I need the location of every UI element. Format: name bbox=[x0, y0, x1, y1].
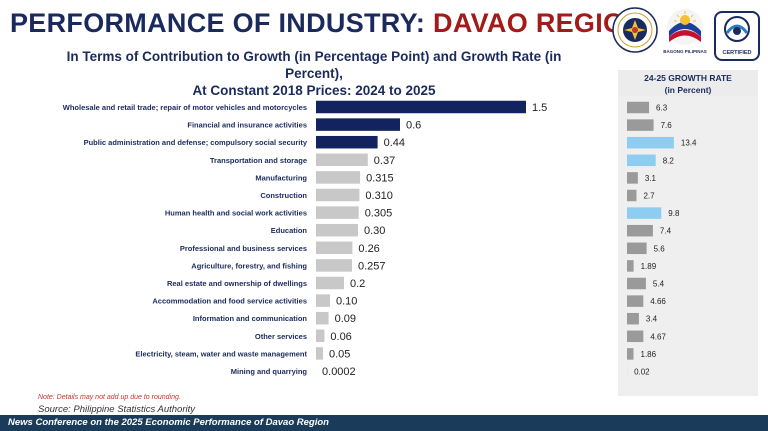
growth-rate-bar bbox=[627, 277, 646, 290]
growth-rate-value-label: 4.66 bbox=[650, 297, 666, 306]
category-label: Information and communication bbox=[193, 314, 308, 323]
contribution-bar bbox=[316, 276, 344, 290]
contribution-value-label: 0.06 bbox=[330, 331, 351, 343]
contribution-value-label: 0.6 bbox=[406, 120, 421, 132]
growth-rate-bar bbox=[627, 260, 634, 272]
contribution-value-label: 0.305 bbox=[365, 208, 393, 220]
contribution-value-label: 0.0002 bbox=[322, 366, 356, 378]
contribution-value-label: 0.05 bbox=[329, 348, 350, 360]
page-title: PERFORMANCE OF INDUSTRY: DAVAO REGION bbox=[10, 8, 644, 39]
growth-rate-value-label: 8.2 bbox=[663, 156, 675, 165]
growth-rate-value-label: 3.1 bbox=[645, 174, 657, 183]
contribution-bar bbox=[316, 241, 353, 255]
category-label: Financial and insurance activities bbox=[187, 121, 307, 130]
contribution-value-label: 0.37 bbox=[374, 155, 395, 167]
psa-logo bbox=[612, 7, 658, 53]
category-label: Wholesale and retail trade; repair of mo… bbox=[63, 103, 307, 112]
growth-rate-bar bbox=[627, 312, 639, 325]
contribution-value-label: 0.10 bbox=[336, 296, 357, 308]
contribution-bar bbox=[316, 135, 378, 149]
bagong-pilipinas-logo: BAGONG PILIPINAS bbox=[663, 7, 707, 61]
growth-rate-value-label: 3.4 bbox=[646, 315, 658, 324]
contribution-bar bbox=[316, 206, 359, 219]
footer-text: News Conference on the 2025 Economic Per… bbox=[8, 417, 329, 428]
contribution-bar bbox=[316, 347, 323, 360]
category-label: Human health and social work activities bbox=[165, 209, 307, 218]
category-label: Public administration and defense; compu… bbox=[84, 138, 308, 147]
contribution-value-label: 0.30 bbox=[364, 225, 385, 237]
source-note: Source: Philippine Statistics Authority bbox=[38, 404, 196, 415]
growth-rate-value-label: 9.8 bbox=[668, 209, 680, 218]
growth-rate-bar bbox=[627, 330, 644, 343]
category-label: Agriculture, forestry, and fishing bbox=[191, 261, 307, 270]
subtitle: In Terms of Contribution to Growth (in P… bbox=[40, 48, 588, 99]
contribution-bar bbox=[316, 118, 400, 131]
contribution-bar bbox=[316, 311, 329, 325]
contribution-value-label: 0.257 bbox=[358, 260, 386, 272]
category-label: Accommodation and food service activitie… bbox=[152, 297, 307, 306]
certified-caption: CERTIFIED bbox=[722, 50, 752, 56]
rounding-note: Note: Details may not add up due to roun… bbox=[38, 394, 181, 401]
growth-rate-bar bbox=[627, 224, 653, 237]
growth-rate-value-label: 7.4 bbox=[660, 227, 672, 236]
growth-rate-value-label: 5.6 bbox=[654, 244, 666, 253]
title-main: PERFORMANCE OF INDUSTRY: bbox=[10, 8, 426, 38]
subtitle-line-1: In Terms of Contribution to Growth (in P… bbox=[66, 49, 562, 81]
subtitle-line-2: At Constant 2018 Prices: 2024 to 2025 bbox=[192, 83, 436, 98]
growth-rate-value-label: 1.86 bbox=[641, 350, 657, 359]
growth-rate-value-label: 7.6 bbox=[661, 121, 673, 130]
contribution-bar bbox=[316, 100, 526, 114]
contribution-value-label: 0.315 bbox=[366, 172, 394, 184]
growth-rate-bar bbox=[627, 136, 674, 149]
growth-rate-value-label: 0.02 bbox=[634, 368, 650, 377]
contribution-value-label: 0.44 bbox=[384, 137, 405, 149]
category-label: Manufacturing bbox=[255, 173, 307, 182]
growth-rate-value-label: 13.4 bbox=[681, 139, 697, 148]
contribution-value-label: 0.26 bbox=[358, 243, 379, 255]
growth-rate-bar bbox=[627, 101, 650, 114]
contribution-bar bbox=[316, 188, 360, 202]
contribution-bar bbox=[316, 223, 358, 237]
title-region: DAVAO REGION bbox=[433, 8, 645, 38]
growth-rate-value-label: 2.7 bbox=[643, 192, 655, 201]
contribution-value-label: 0.310 bbox=[365, 190, 393, 202]
growth-rate-bar bbox=[627, 119, 654, 131]
growth-rate-bar bbox=[627, 172, 638, 184]
category-label: Real estate and ownership of dwellings bbox=[167, 279, 307, 288]
contribution-bar bbox=[316, 153, 368, 167]
contribution-value-label: 0.09 bbox=[335, 313, 356, 325]
bagong-pilipinas-caption: BAGONG PILIPINAS bbox=[663, 49, 707, 54]
growth-rate-bar bbox=[627, 154, 656, 167]
category-label: Electricity, steam, water and waste mana… bbox=[135, 349, 307, 358]
growth-rate-value-label: 1.89 bbox=[641, 262, 657, 271]
category-label: Other services bbox=[255, 332, 307, 341]
contribution-value-label: 0.2 bbox=[350, 278, 365, 290]
growth-rate-value-label: 4.67 bbox=[650, 332, 666, 341]
certified-badge: CERTIFIED bbox=[714, 11, 760, 61]
category-label: Education bbox=[271, 226, 308, 235]
contribution-bar bbox=[316, 329, 325, 343]
category-label: Professional and business services bbox=[180, 244, 307, 253]
growth-rate-bar bbox=[627, 348, 634, 360]
category-label: Construction bbox=[260, 191, 307, 200]
growth-rate-header-line-1: 24-25 GROWTH RATE bbox=[644, 73, 732, 83]
growth-rate-bar bbox=[627, 242, 647, 255]
category-label: Transportation and storage bbox=[210, 156, 307, 165]
growth-rate-bar bbox=[627, 189, 637, 202]
growth-rate-bar bbox=[627, 207, 662, 219]
growth-rate-value-label: 6.3 bbox=[656, 104, 668, 113]
growth-rate-bar bbox=[627, 295, 644, 307]
growth-rate-value-label: 5.4 bbox=[653, 280, 665, 289]
contribution-value-label: 1.5 bbox=[532, 102, 547, 114]
contribution-bar bbox=[316, 171, 361, 184]
contribution-bar bbox=[316, 259, 352, 272]
growth-rate-header-line-2: (in Percent) bbox=[664, 85, 712, 95]
category-label: Mining and quarrying bbox=[231, 367, 308, 376]
contribution-bar bbox=[316, 294, 330, 307]
growth-rate-header: 24-25 GROWTH RATE (in Percent) bbox=[618, 70, 758, 96]
footer-bar: News Conference on the 2025 Economic Per… bbox=[0, 415, 768, 431]
